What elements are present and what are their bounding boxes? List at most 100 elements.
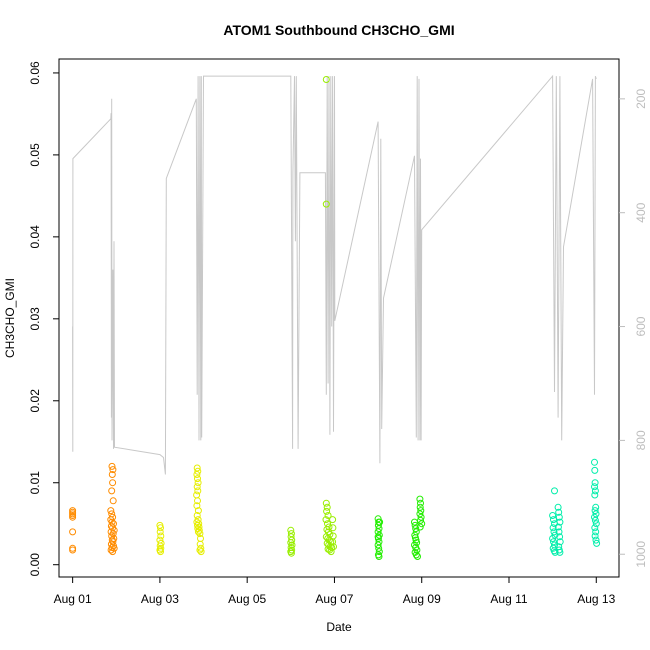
data-point	[592, 510, 600, 518]
data-point	[374, 541, 382, 549]
data-point	[417, 513, 425, 521]
data-point	[416, 510, 424, 518]
y-tick-label: 0.02	[28, 389, 42, 413]
data-point	[195, 520, 203, 528]
y-tick-label: 0.03	[28, 307, 42, 331]
data-point	[287, 530, 295, 538]
right-tick-label: 600	[634, 316, 648, 336]
data-point	[555, 508, 563, 516]
y-axis: 0.00 0.01 0.02 0.03 0.04 0.05 0.06	[28, 61, 59, 576]
data-point	[592, 503, 600, 511]
x-tick-label: Aug 13	[577, 592, 615, 606]
data-point	[375, 544, 383, 552]
data-point	[591, 532, 599, 540]
data-point	[417, 516, 424, 524]
data-point	[374, 528, 382, 536]
data-point	[69, 546, 77, 554]
data-point	[591, 466, 599, 474]
data-point	[591, 458, 598, 466]
y-tick-label: 0.00	[28, 553, 42, 577]
chart-title: ATOM1 Southbound CH3CHO_GMI	[223, 22, 454, 38]
data-point	[591, 483, 598, 491]
data-point	[592, 528, 600, 536]
x-tick-label: Aug 07	[315, 592, 353, 606]
x-tick-label: Aug 09	[403, 592, 441, 606]
data-point	[550, 528, 558, 536]
data-point	[157, 548, 164, 556]
data-point	[287, 526, 295, 534]
data-point	[591, 507, 599, 515]
data-point	[69, 528, 77, 536]
data-point	[193, 483, 201, 491]
x-tick-label: Aug 01	[54, 592, 92, 606]
data-point	[329, 516, 337, 524]
data-point	[107, 507, 115, 515]
data-point	[156, 528, 164, 536]
data-point	[591, 524, 599, 532]
data-point	[416, 495, 424, 503]
data-point	[592, 520, 600, 528]
data-point	[414, 553, 421, 560]
x-axis: Aug 01 Aug 03 Aug 05 Aug 07 Aug 09 Aug 11 Aug …	[54, 577, 616, 606]
data-points-layer	[69, 76, 601, 560]
data-point	[554, 523, 562, 531]
right-tick-label: 1000	[634, 541, 648, 568]
y-tick-label: 0.04	[28, 225, 42, 249]
data-point	[549, 512, 557, 519]
data-point	[110, 535, 118, 542]
data-point	[109, 479, 117, 487]
data-point	[323, 503, 331, 511]
right-axis: 200 400 600 800 1000	[619, 89, 648, 568]
data-point	[196, 530, 204, 538]
data-point	[194, 528, 202, 536]
pressure-trace-layer	[72, 74, 597, 475]
data-point	[322, 200, 330, 208]
data-point	[375, 538, 383, 546]
data-point	[556, 548, 564, 556]
data-point	[107, 546, 115, 554]
data-point	[194, 479, 202, 487]
data-point	[194, 507, 202, 515]
data-point	[412, 525, 420, 533]
data-point	[592, 536, 600, 544]
data-point	[109, 466, 117, 474]
data-point	[412, 551, 420, 559]
right-tick-label: 200	[634, 89, 648, 109]
data-point	[556, 538, 564, 546]
data-point	[322, 499, 330, 507]
data-point	[193, 464, 201, 472]
data-point	[329, 538, 337, 546]
data-point	[323, 507, 331, 515]
data-point	[556, 533, 564, 541]
data-point	[593, 539, 601, 547]
data-point	[195, 523, 203, 531]
data-point	[194, 497, 201, 505]
data-point	[194, 475, 201, 483]
data-point	[550, 516, 557, 524]
data-point	[375, 553, 383, 560]
x-tick-label: Aug 05	[228, 592, 266, 606]
data-point	[554, 503, 562, 511]
data-point	[549, 535, 557, 542]
data-point	[375, 525, 383, 533]
data-point	[591, 487, 599, 495]
data-point	[551, 487, 558, 495]
data-point	[157, 532, 165, 540]
data-point	[374, 521, 382, 529]
data-point	[157, 524, 164, 532]
data-point	[416, 523, 424, 531]
x-axis-label: Date	[326, 620, 352, 634]
data-point	[69, 513, 77, 521]
data-point	[555, 528, 563, 536]
data-point	[549, 524, 557, 532]
data-point	[416, 503, 424, 511]
data-point	[417, 507, 425, 515]
data-point	[109, 548, 117, 556]
y-tick-label: 0.06	[28, 61, 42, 85]
plot-frame	[58, 58, 620, 578]
right-tick-label: 800	[634, 430, 648, 450]
data-point	[324, 512, 332, 519]
data-point	[591, 516, 599, 524]
data-point	[193, 512, 201, 519]
data-point	[376, 518, 384, 526]
